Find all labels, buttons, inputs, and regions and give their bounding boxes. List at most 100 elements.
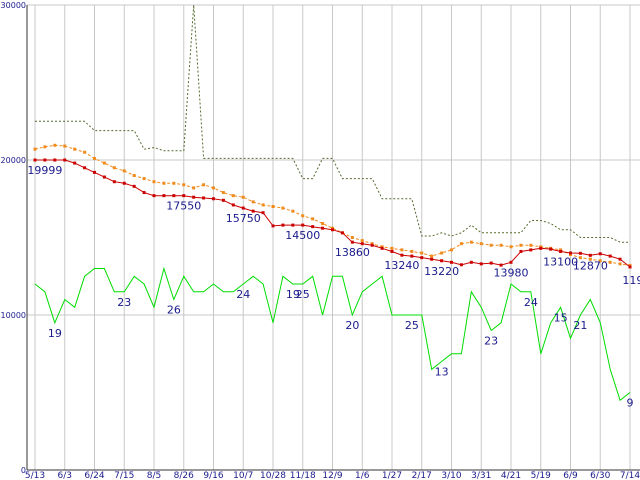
chart-series xyxy=(33,4,632,402)
min-price-point xyxy=(301,223,305,227)
min-price-point xyxy=(221,198,225,202)
avg-price-point xyxy=(559,248,563,252)
min-price-point xyxy=(469,260,473,264)
min-price-point xyxy=(162,194,166,198)
avg-price-point xyxy=(499,243,503,247)
avg-price-point xyxy=(450,248,453,252)
x-tick-label: 3/31 xyxy=(471,471,491,480)
x-tick-label: 9/16 xyxy=(203,471,223,480)
avg-price-point xyxy=(539,245,543,249)
shop-count-data-label: 19 xyxy=(48,327,62,340)
avg-price-point xyxy=(479,242,483,246)
min-price-point xyxy=(549,247,553,251)
avg-price-point xyxy=(598,259,602,263)
min-price-data-label: 17550 xyxy=(166,200,201,213)
min-price-point xyxy=(628,265,632,269)
avg-price-point xyxy=(93,156,96,160)
min-price-point xyxy=(212,197,215,201)
avg-price-point xyxy=(301,214,305,218)
min-price-point xyxy=(350,240,354,244)
shop-count-data-label: 13 xyxy=(435,366,449,379)
avg-price-point xyxy=(370,242,374,246)
x-tick-label: 8/5 xyxy=(147,471,161,480)
min-price-point xyxy=(420,256,424,260)
min-price-point xyxy=(102,175,106,179)
min-price-point xyxy=(132,184,136,188)
avg-price-point xyxy=(390,246,394,250)
min-price-point xyxy=(360,242,364,246)
min-price-data-label: 15750 xyxy=(226,212,261,225)
min-price-point xyxy=(499,263,503,267)
avg-price-point xyxy=(212,186,215,190)
min-price-point xyxy=(63,158,67,162)
avg-price-point xyxy=(33,147,37,151)
avg-price-point xyxy=(459,242,463,246)
shop-count-line xyxy=(34,266,631,402)
min-price-point xyxy=(93,170,96,174)
avg-price-point xyxy=(73,147,77,151)
min-price-point xyxy=(261,211,265,215)
min-price-point xyxy=(509,260,513,264)
x-tick-label: 7/15 xyxy=(114,471,134,480)
avg-price-point xyxy=(271,205,275,208)
min-price-point xyxy=(450,260,453,264)
min-price-point xyxy=(53,158,57,162)
x-axis-ticks: 5/13 6/3 6/24 7/15 8/5 8/26 9/16 10/7 10/28 11/18… xyxy=(25,471,640,480)
min-price-point xyxy=(618,257,622,261)
avg-price-point xyxy=(321,222,325,226)
y-tick-label: 0 xyxy=(21,466,26,475)
avg-price-point xyxy=(43,145,47,149)
shop-count-data-label: 19 xyxy=(286,288,300,301)
min-price-point xyxy=(598,252,602,256)
min-price-point xyxy=(430,257,434,261)
avg-price-point xyxy=(132,174,136,177)
avg-price-point xyxy=(469,240,473,244)
avg-price-point xyxy=(331,226,334,230)
min-price-point xyxy=(321,226,325,230)
shop-count-data-label: 21 xyxy=(573,319,587,332)
avg-price-point xyxy=(410,249,414,253)
min-price-data-label: 19999 xyxy=(27,164,62,177)
x-tick-label: 12/9 xyxy=(322,471,342,480)
x-tick-label: 6/3 xyxy=(58,471,72,480)
min-price-point xyxy=(291,223,295,227)
min-price-point xyxy=(588,253,592,257)
x-tick-label: 5/13 xyxy=(25,471,45,480)
min-price-point xyxy=(519,249,523,253)
avg-price-point xyxy=(281,206,285,210)
min-price-point xyxy=(122,181,126,185)
avg-price-point xyxy=(231,194,235,198)
min-price-data-label: 13240 xyxy=(384,259,419,272)
avg-price-point xyxy=(192,186,196,190)
x-tick-label: 6/9 xyxy=(563,471,578,480)
min-price-point xyxy=(43,158,47,162)
shop-count-data-label: 24 xyxy=(524,296,538,309)
min-price-point xyxy=(400,253,404,257)
min-price-point xyxy=(559,249,563,253)
min-price-point xyxy=(271,224,275,228)
avg-price-point xyxy=(608,260,612,264)
shop-count-data-label: 23 xyxy=(117,296,131,309)
min-price-point xyxy=(231,203,235,207)
avg-price-point xyxy=(489,243,493,247)
shop-count-data-label: 25 xyxy=(296,288,310,301)
avg-price-point xyxy=(440,251,444,255)
min-price-point xyxy=(281,223,285,227)
avg-price-point xyxy=(400,248,404,252)
shop-count-data-label: 25 xyxy=(405,319,419,332)
avg-price-point xyxy=(112,166,116,170)
min-price-point xyxy=(251,209,255,213)
chart-data-labels: 19999 17550 15750 14500 13860 13240 13220 13980… xyxy=(27,164,640,410)
min-price-point xyxy=(529,248,533,252)
min-price-data-label: 13220 xyxy=(424,265,459,278)
avg-price-point xyxy=(628,263,632,267)
min-price-point xyxy=(440,259,444,263)
x-tick-label: 6/30 xyxy=(590,471,610,480)
avg-price-point xyxy=(618,262,622,266)
x-tick-label: 1/27 xyxy=(382,471,402,480)
min-price-data-label: 13980 xyxy=(494,266,529,279)
x-tick-label: 7/14 xyxy=(620,471,640,480)
min-price-point xyxy=(370,243,374,247)
shop-count-data-label: 15 xyxy=(554,311,568,324)
